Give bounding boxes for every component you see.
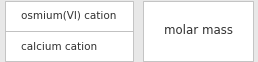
Text: osmium(VI) cation: osmium(VI) cation — [21, 10, 116, 21]
Bar — [5, 1, 133, 31]
Bar — [5, 31, 133, 61]
Text: calcium cation: calcium cation — [21, 41, 97, 52]
Text: molar mass: molar mass — [164, 24, 232, 38]
Bar — [143, 1, 253, 61]
